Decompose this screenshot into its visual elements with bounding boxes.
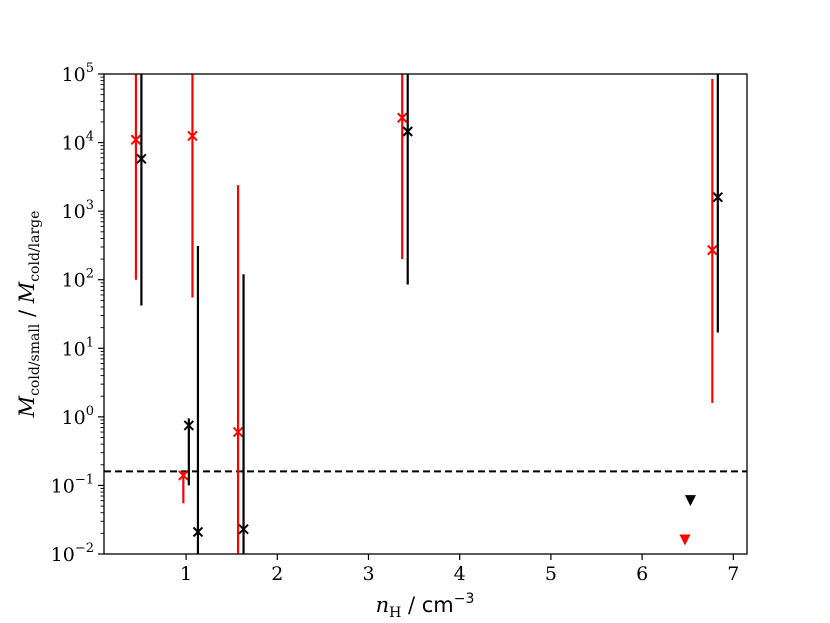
x-axis-var-sub: H (389, 605, 401, 621)
point-marker-s1-p2 (192, 526, 204, 538)
y-tick-exp-2: 0 (86, 404, 94, 419)
point-marker-stroke-b-s1-p3 (238, 523, 249, 535)
y-tick-exp-4: 2 (86, 267, 94, 282)
y-tick-label-3: 101 (62, 335, 94, 360)
y-tick-base-4: 10 (62, 270, 86, 292)
point-marker-stroke-b-s1-p1 (183, 420, 195, 431)
point-marker-stroke-b-s0-p3 (232, 426, 244, 438)
y-tick-base-6: 10 (62, 133, 86, 155)
x-tick-label-4: 5 (545, 563, 557, 585)
point-marker-s0-p4 (397, 112, 408, 123)
y-tick-base-0: 10 (51, 544, 75, 566)
y-tick-base-3: 10 (62, 338, 86, 360)
point-marker-stroke-b-s0-p0 (130, 134, 142, 145)
point-marker-stroke-b-s1-p4 (402, 126, 413, 137)
x-axis-sep: / (401, 593, 421, 617)
point-marker-s1-p3 (238, 523, 249, 535)
point-marker-stroke-b-s0-p2 (187, 130, 198, 142)
y-axis-var1: M (15, 395, 39, 418)
x-tick-label-6: 7 (727, 563, 739, 585)
upper-limit-marker-s1-u0 (684, 495, 696, 507)
y-tick-label-7: 105 (62, 61, 94, 86)
upper-limit-marker-s0-u0 (679, 534, 691, 546)
x-axis-unit: cm (422, 593, 454, 617)
y-tick-exp-6: 4 (86, 130, 94, 145)
point-marker-s1-p1 (183, 420, 195, 431)
plot-marks (104, 74, 747, 554)
x-tick-label-5: 6 (636, 563, 648, 585)
point-marker-s0-p5 (707, 244, 718, 256)
point-marker-s0-p0 (130, 134, 142, 145)
y-tick-exp-0: −2 (75, 541, 94, 556)
x-tick-label-3: 4 (454, 563, 466, 585)
y-tick-label-2: 100 (62, 404, 94, 429)
y-tick-base-5: 10 (62, 201, 86, 223)
y-tick-base-7: 10 (62, 64, 86, 86)
y-tick-label-0: 10−2 (51, 541, 94, 566)
y-tick-label-5: 103 (62, 198, 94, 223)
point-marker-stroke-b-s1-p0 (136, 153, 147, 165)
y-tick-base-2: 10 (62, 407, 86, 429)
point-marker-s1-p5 (712, 191, 724, 203)
point-marker-stroke-b-s0-p5 (707, 244, 718, 256)
point-marker-stroke-b-s1-p5 (712, 191, 724, 203)
y-tick-label-6: 104 (62, 130, 94, 155)
y-axis-sep: / (15, 303, 39, 323)
point-marker-s0-p3 (232, 426, 244, 438)
y-axis-var2: M (15, 281, 39, 304)
point-marker-stroke-b-s0-p4 (397, 112, 408, 123)
x-tick-label-1: 2 (271, 563, 283, 585)
point-marker-s1-p0 (136, 153, 147, 165)
y-tick-base-1: 10 (51, 475, 75, 497)
y-axis-sub2: cold/large (27, 211, 43, 282)
x-axis-unit-exp: −3 (454, 591, 475, 607)
x-tick-label-2: 3 (362, 563, 374, 585)
x-tick-label-0: 1 (180, 563, 192, 585)
y-tick-exp-1: −1 (75, 472, 94, 487)
point-marker-s0-p2 (187, 130, 198, 142)
y-tick-label-1: 10−1 (51, 472, 94, 497)
y-axis-label: Mcold/small / Mcold/large (15, 211, 43, 419)
point-marker-s1-p4 (402, 126, 413, 137)
y-tick-exp-5: 3 (86, 198, 94, 213)
x-axis-var: n (376, 593, 390, 617)
point-marker-stroke-b-s0-p1 (178, 470, 189, 481)
axes-frame (103, 73, 748, 555)
point-marker-s0-p1 (178, 470, 189, 481)
y-tick-label-4: 102 (62, 267, 94, 292)
y-tick-exp-3: 1 (86, 335, 94, 350)
y-tick-exp-7: 5 (86, 61, 94, 76)
x-axis-label: nH / cm−3 (376, 591, 475, 621)
y-axis-sub1: cold/small (27, 323, 43, 396)
point-marker-stroke-b-s1-p2 (192, 526, 204, 538)
